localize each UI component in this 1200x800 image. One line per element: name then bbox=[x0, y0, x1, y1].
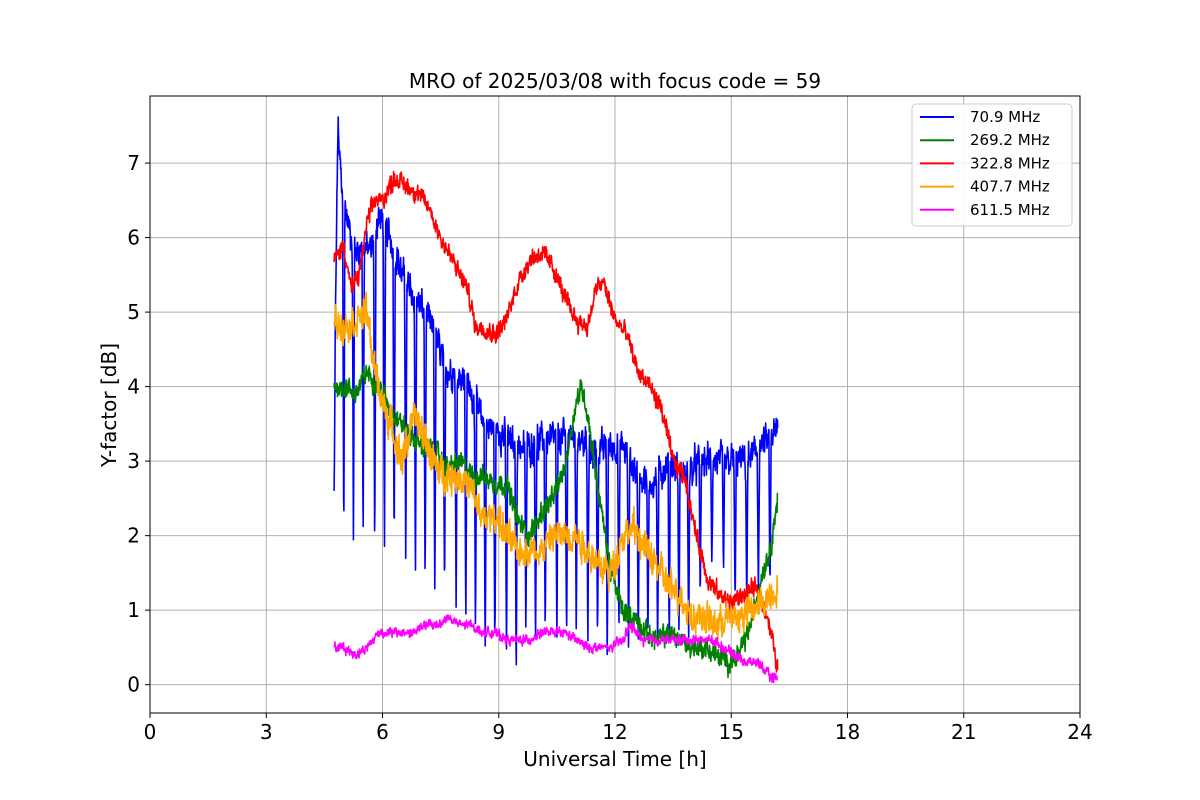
series-line bbox=[333, 614, 779, 684]
y-tick-label: 5 bbox=[127, 300, 140, 324]
x-tick-label: 24 bbox=[1067, 720, 1092, 744]
x-tick-label: 12 bbox=[602, 720, 627, 744]
x-tick-label: 18 bbox=[835, 720, 860, 744]
chart-title: MRO of 2025/03/08 with focus code = 59 bbox=[409, 69, 821, 93]
series-line bbox=[333, 364, 779, 679]
legend-label: 70.9 MHz bbox=[970, 108, 1040, 126]
x-tick-label: 6 bbox=[376, 720, 389, 744]
series-2 bbox=[333, 170, 779, 673]
series-4 bbox=[333, 614, 779, 684]
y-axis: 0 1 2 3 4 5 6 7 bbox=[127, 151, 150, 697]
series-line bbox=[333, 170, 779, 673]
series-layer bbox=[333, 116, 779, 684]
series-line bbox=[333, 116, 779, 666]
y-tick-label: 3 bbox=[127, 449, 140, 473]
y-tick-label: 6 bbox=[127, 226, 140, 250]
y-tick-label: 7 bbox=[127, 151, 140, 175]
y-axis-label: Y-factor [dB] bbox=[97, 343, 121, 468]
x-axis: 0 3 6 9 12 15 18 21 24 bbox=[144, 713, 1093, 744]
legend-item: 322.8 MHz bbox=[920, 154, 1050, 172]
series-3 bbox=[333, 291, 779, 642]
x-axis-label: Universal Time [h] bbox=[523, 747, 706, 771]
legend-box bbox=[911, 103, 1073, 227]
legend-label: 322.8 MHz bbox=[970, 154, 1050, 172]
legend-label: 611.5 MHz bbox=[970, 201, 1050, 219]
y-tick-label: 2 bbox=[127, 524, 140, 548]
x-tick-label: 9 bbox=[492, 720, 505, 744]
x-tick-label: 21 bbox=[951, 720, 976, 744]
x-tick-label: 0 bbox=[144, 720, 157, 744]
y-tick-label: 4 bbox=[127, 375, 140, 399]
legend-item: 70.9 MHz bbox=[920, 108, 1040, 126]
x-tick-label: 15 bbox=[719, 720, 744, 744]
y-tick-label: 0 bbox=[127, 673, 140, 697]
legend-item: 611.5 MHz bbox=[920, 201, 1050, 219]
series-0 bbox=[333, 116, 779, 666]
x-tick-label: 3 bbox=[260, 720, 273, 744]
series-line bbox=[333, 291, 779, 642]
legend-label: 407.7 MHz bbox=[970, 178, 1050, 196]
legend: 70.9 MHz 269.2 MHz 322.8 MHz 407.7 MHz 611.5… bbox=[911, 103, 1073, 227]
legend-item: 407.7 MHz bbox=[920, 178, 1050, 196]
series-1 bbox=[333, 364, 779, 679]
legend-item: 269.2 MHz bbox=[920, 131, 1050, 149]
legend-label: 269.2 MHz bbox=[970, 131, 1050, 149]
y-tick-label: 1 bbox=[127, 598, 140, 622]
